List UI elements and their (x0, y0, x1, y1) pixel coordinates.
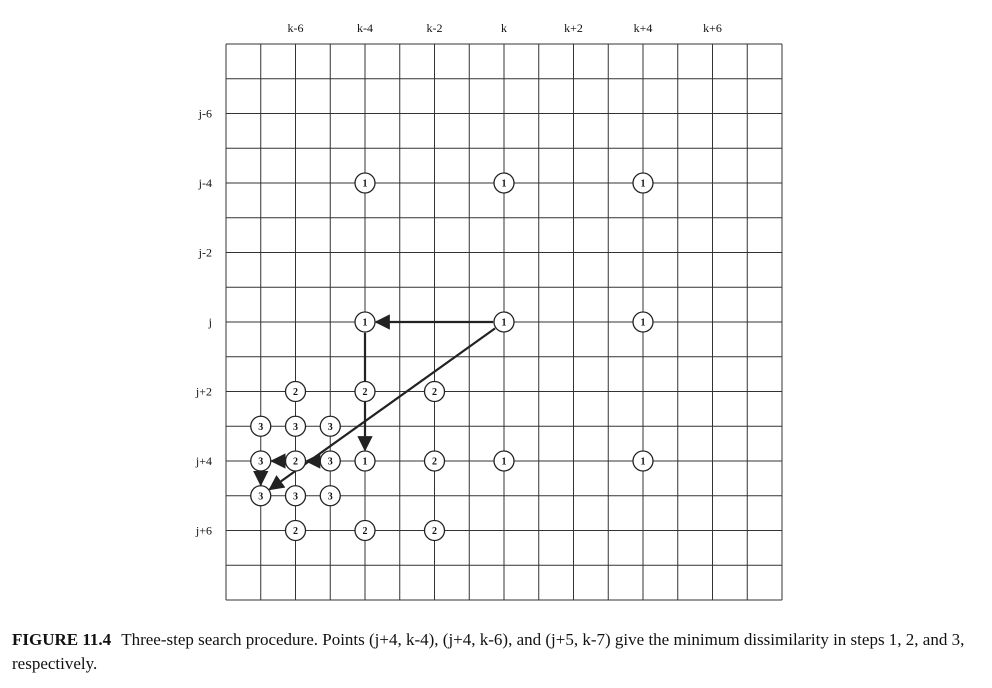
search-point-step-2: 2 (423, 519, 446, 542)
search-point-circle (632, 311, 654, 333)
search-point-label: 2 (432, 526, 437, 537)
search-point-circle (250, 485, 272, 507)
search-point-label: 2 (293, 387, 298, 398)
search-point-step-1: 1 (493, 311, 515, 333)
row-label: j+4 (195, 454, 212, 468)
search-point-circle (493, 172, 515, 194)
row-label: j+6 (195, 524, 212, 538)
search-point-step-1: 1 (632, 311, 654, 333)
search-point-step-3: 3 (250, 450, 272, 472)
search-point-label: 1 (641, 457, 646, 468)
search-point-label: 1 (502, 457, 507, 468)
search-point-circle (284, 380, 307, 403)
search-point-label: 3 (258, 491, 263, 502)
search-point-label: 3 (258, 457, 263, 468)
search-point-circle (632, 450, 654, 472)
search-point-circle (354, 380, 376, 403)
column-labels: k-6 k-4 k-2 k k+2 k+4 k+6 (288, 21, 722, 35)
search-point-step-1: 1 (493, 172, 515, 194)
search-point-step-3: 3 (319, 485, 341, 507)
search-point-label: 2 (432, 457, 437, 468)
search-point-circle (632, 172, 654, 194)
search-point-circle (284, 450, 307, 472)
row-label: j-2 (198, 246, 212, 260)
search-point-circle (493, 450, 515, 472)
search-point-step-1: 1 (493, 450, 515, 472)
search-point-circle (354, 450, 376, 472)
search-point-label: 3 (328, 491, 333, 502)
column-label: k-4 (357, 21, 373, 35)
search-point-circle (250, 415, 272, 437)
search-point-label: 3 (328, 422, 333, 433)
search-point-step-2: 2 (284, 450, 307, 472)
figure-number: FIGURE 11.4 (12, 630, 112, 649)
search-point-step-1: 1 (632, 172, 654, 194)
search-point-circle (423, 450, 446, 472)
search-point-circle (319, 415, 341, 437)
search-point-label: 1 (363, 179, 368, 190)
search-points: 1 1 1 1 1 1 1 1 1 2 2 2 2 2 2 2 2 3 3 3 3 3 3 3 3 (250, 172, 654, 542)
search-point-label: 2 (432, 387, 437, 398)
search-point-step-3: 3 (319, 450, 341, 472)
search-point-circle (354, 172, 376, 194)
column-label: k-6 (288, 21, 304, 35)
search-point-step-3: 3 (284, 415, 307, 437)
search-point-step-1: 1 (354, 450, 376, 472)
search-point-circle (493, 311, 515, 333)
search-point-label: 3 (328, 457, 333, 468)
row-label: j-6 (198, 107, 212, 121)
search-point-label: 1 (502, 179, 507, 190)
column-label: k (501, 21, 507, 35)
search-grid-diagram: k-6 k-4 k-2 k k+2 k+4 k+6 j-6j-4j-2jj+2j+4j+6 … (195, 21, 783, 601)
search-point-label: 1 (363, 457, 368, 468)
search-point-label: 3 (293, 422, 298, 433)
search-point-step-2: 2 (354, 519, 376, 542)
search-point-step-3: 3 (284, 485, 307, 507)
search-point-step-3: 3 (250, 415, 272, 437)
search-point-circle (354, 311, 376, 333)
search-point-label: 3 (258, 422, 263, 433)
column-label: k+4 (634, 21, 653, 35)
search-point-step-3: 3 (319, 415, 341, 437)
search-point-step-2: 2 (284, 380, 307, 403)
figure-caption: FIGURE 11.4 Three-step search procedure. … (12, 628, 980, 676)
search-point-circle (423, 380, 446, 403)
search-point-circle (284, 485, 307, 507)
search-point-step-3: 3 (250, 485, 272, 507)
search-point-circle (284, 519, 307, 542)
search-point-step-1: 1 (354, 311, 376, 333)
caption-text: Three-step search procedure. Points (j+4… (12, 630, 965, 673)
search-point-label: 1 (641, 318, 646, 329)
row-labels: j-6 j-4 j-2 j j+2 j+4 j+6 (195, 107, 212, 538)
search-point-step-2: 2 (423, 380, 446, 403)
column-label: k-2 (427, 21, 443, 35)
column-label: k+2 (564, 21, 583, 35)
search-point-circle (250, 450, 272, 472)
row-label: j (208, 315, 212, 329)
search-point-step-2: 2 (284, 519, 307, 542)
search-point-step-1: 1 (632, 450, 654, 472)
search-point-step-2: 2 (423, 450, 446, 472)
search-point-label: 2 (363, 526, 368, 537)
search-point-circle (354, 519, 376, 542)
search-point-label: 1 (502, 318, 507, 329)
search-point-circle (284, 415, 307, 437)
row-label: j+2 (195, 385, 212, 399)
row-label: j-4 (198, 176, 212, 190)
search-point-step-1: 1 (354, 172, 376, 194)
search-point-label: 1 (641, 179, 646, 190)
search-point-circle (423, 519, 446, 542)
search-point-label: 2 (363, 387, 368, 398)
search-point-step-2: 2 (354, 380, 376, 403)
search-point-label: 3 (293, 491, 298, 502)
search-point-label: 2 (293, 526, 298, 537)
column-label: k+6 (703, 21, 722, 35)
search-point-label: 1 (363, 318, 368, 329)
search-point-circle (319, 450, 341, 472)
search-point-label: 2 (293, 457, 298, 468)
search-point-circle (319, 485, 341, 507)
